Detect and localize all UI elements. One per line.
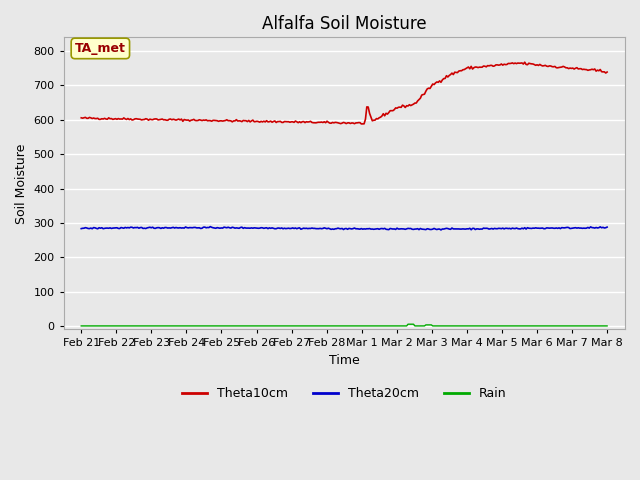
- Theta10cm: [77, 115, 85, 120]
- Rain: [604, 323, 611, 329]
- Rain: [404, 321, 412, 327]
- Title: Alfalfa Soil Moisture: Alfalfa Soil Moisture: [262, 15, 426, 33]
- Theta10cm: [604, 69, 611, 75]
- Rain: [348, 323, 356, 329]
- Theta20cm: [77, 226, 85, 231]
- Theta20cm: [349, 226, 357, 231]
- Theta10cm: [602, 70, 609, 76]
- Rain: [77, 323, 85, 329]
- Rain: [600, 323, 608, 329]
- Theta20cm: [207, 224, 214, 229]
- Theta20cm: [437, 227, 445, 233]
- Theta10cm: [533, 62, 541, 68]
- Rain: [454, 323, 461, 329]
- Theta10cm: [95, 117, 103, 122]
- Theta10cm: [454, 70, 461, 75]
- Theta10cm: [521, 60, 529, 65]
- Theta10cm: [358, 121, 365, 127]
- Rain: [95, 323, 103, 329]
- Line: Theta20cm: Theta20cm: [81, 227, 607, 230]
- Line: Theta10cm: Theta10cm: [81, 62, 607, 124]
- Theta20cm: [602, 225, 609, 230]
- Legend: Theta10cm, Theta20cm, Rain: Theta10cm, Theta20cm, Rain: [177, 382, 511, 405]
- Rain: [532, 323, 540, 329]
- X-axis label: Time: Time: [329, 354, 360, 367]
- Line: Rain: Rain: [81, 324, 607, 326]
- Theta20cm: [604, 224, 611, 230]
- Theta10cm: [348, 120, 356, 126]
- Theta10cm: [112, 116, 120, 121]
- Text: TA_met: TA_met: [75, 42, 126, 55]
- Y-axis label: Soil Moisture: Soil Moisture: [15, 143, 28, 224]
- Theta20cm: [112, 225, 120, 231]
- Theta20cm: [455, 226, 463, 232]
- Theta20cm: [533, 225, 541, 231]
- Rain: [112, 323, 120, 329]
- Theta20cm: [95, 225, 103, 230]
